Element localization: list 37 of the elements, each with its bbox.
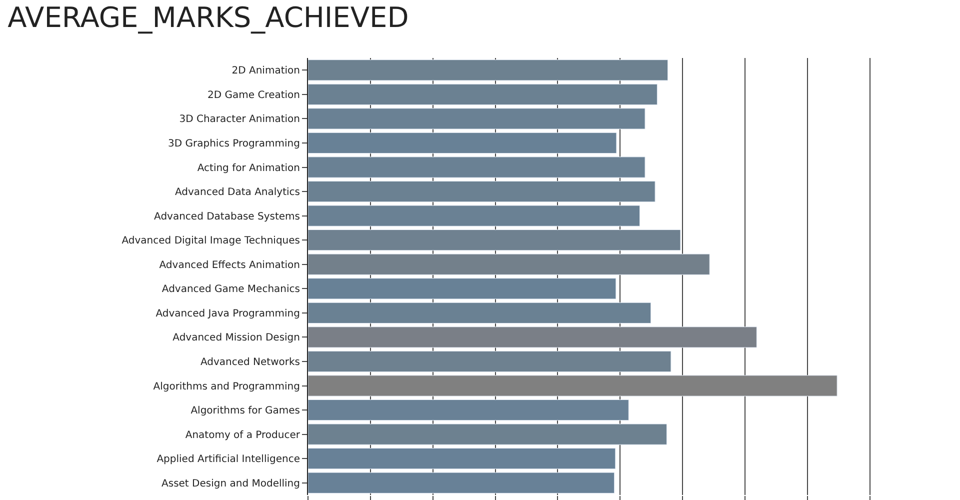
y-tick-label: Advanced Game Mechanics xyxy=(162,284,300,296)
bar xyxy=(308,326,757,348)
y-tick-label: Acting for Animation xyxy=(197,162,300,174)
bar xyxy=(308,254,710,275)
bar xyxy=(308,156,646,178)
bar xyxy=(308,205,640,226)
y-tick-label: Applied Artificial Intelligence xyxy=(156,454,300,466)
y-tick-label: Algorithms and Programming xyxy=(153,381,300,392)
chart-title: AVERAGE_MARKS_ACHIEVED xyxy=(8,1,409,34)
bar xyxy=(308,108,646,130)
y-tick-label: Advanced Database Systems xyxy=(154,211,300,222)
bar xyxy=(308,230,681,251)
bar xyxy=(308,302,652,324)
y-tick-label: Advanced Java Programming xyxy=(156,308,300,320)
bar xyxy=(308,278,616,300)
bar xyxy=(308,375,838,396)
y-tick-label: Advanced Digital Image Techniques xyxy=(122,236,300,247)
y-tick-label: 3D Graphics Programming xyxy=(168,138,300,150)
bar xyxy=(308,448,616,470)
bar xyxy=(308,399,629,421)
bar xyxy=(308,132,617,154)
bar xyxy=(308,424,667,445)
y-tick-label: Advanced Networks xyxy=(200,356,300,368)
y-tick-label: 2D Animation xyxy=(232,66,300,77)
bar xyxy=(308,350,672,372)
bar xyxy=(308,180,656,202)
y-tick-label: Advanced Mission Design xyxy=(172,332,300,344)
y-tick-label: 2D Game Creation xyxy=(208,90,300,101)
y-tick-label: Anatomy of a Producer xyxy=(185,430,301,441)
y-tick-label: Advanced Data Analytics xyxy=(174,187,300,198)
bar xyxy=(308,60,668,81)
y-tick-label: 3D Character Animation xyxy=(179,114,300,126)
y-tick-label: Algorithms for Games xyxy=(190,406,300,417)
bar xyxy=(308,84,658,105)
bar xyxy=(308,472,615,494)
y-tick-label: Asset Design and Modelling xyxy=(162,478,300,490)
y-tick-label: Advanced Effects Animation xyxy=(159,260,300,271)
